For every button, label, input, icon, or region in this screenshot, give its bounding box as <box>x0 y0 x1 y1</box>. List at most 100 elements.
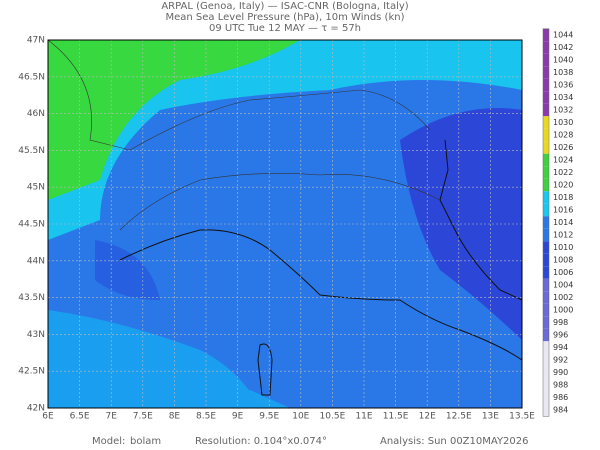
lat-label: 45N <box>27 183 45 193</box>
header-line: ARPAL (Genoa, Italy) — ISAC-CNR (Bologna… <box>161 1 408 12</box>
colorbar-label: 1032 <box>553 106 573 115</box>
colorbar-swatch <box>543 266 549 279</box>
colorbar-label: 986 <box>553 393 568 402</box>
lat-label: 44.5N <box>18 220 45 230</box>
colorbar: 1044 1042 1040 1038 1036 1034 1032 1030 1028 1026… <box>542 28 573 417</box>
lat-label: 42N <box>27 404 45 414</box>
colorbar-label: 1036 <box>553 81 573 90</box>
colorbar-swatch <box>543 303 549 317</box>
colorbar-swatch <box>543 378 549 392</box>
header-line: Mean Sea Level Pressure (hPa), 10m Winds… <box>166 12 405 23</box>
colorbar-label: 1010 <box>553 243 573 252</box>
colorbar-swatch <box>543 203 549 217</box>
colorbar-swatch <box>543 116 549 129</box>
colorbar-label: 1008 <box>553 256 573 265</box>
footer-resolution: Resolution: 0.104°x0.074° <box>195 436 327 447</box>
colorbar-label: 1016 <box>553 206 573 215</box>
colorbar-label: 1028 <box>553 131 573 140</box>
colorbar-swatch <box>543 28 549 42</box>
colorbar-label: 1042 <box>553 43 573 52</box>
island <box>257 343 273 396</box>
colorbar-label: 1044 <box>553 31 573 40</box>
lat-label: 45.5N <box>18 146 45 156</box>
lon-label: 11E <box>355 412 372 422</box>
colorbar-label: 998 <box>553 318 568 327</box>
lon-label: 8.5E <box>196 412 216 422</box>
colorbar-swatch <box>543 353 549 367</box>
colorbar-label: 1000 <box>553 306 573 315</box>
colorbar-label: 1004 <box>553 281 573 290</box>
colorbar-swatch <box>543 103 549 117</box>
footer-model: bolam <box>130 436 161 447</box>
coastline <box>119 229 523 361</box>
map-frame <box>47 39 523 409</box>
lat-label: 46N <box>27 109 45 119</box>
colorbar-swatch <box>543 216 549 229</box>
colorbar-label: 1040 <box>553 56 573 65</box>
colorbar-label: 1002 <box>553 293 573 302</box>
lon-label: 9E <box>232 412 244 422</box>
colorbar-swatch <box>543 241 549 254</box>
lat-label: 46.5N <box>18 72 45 82</box>
colorbar-swatch <box>543 66 549 79</box>
colorbar-label: 1014 <box>553 218 573 227</box>
lon-label: 10E <box>292 412 309 422</box>
lat-label: 42.5N <box>18 367 45 377</box>
lon-label: 9.5E <box>259 412 279 422</box>
colorbar-label: 996 <box>553 331 568 340</box>
border <box>119 173 441 231</box>
colorbar-swatch <box>543 91 549 104</box>
map <box>47 39 523 409</box>
colorbar-swatch <box>543 328 549 342</box>
footer-model-label: Model: <box>92 436 125 447</box>
colorbar-label: 1030 <box>553 118 573 127</box>
colorbar-label: 1034 <box>553 93 573 102</box>
grid <box>48 40 522 408</box>
colorbar-label: 1018 <box>553 193 573 202</box>
lat-label: 47N <box>27 36 45 46</box>
colorbar-label: 1022 <box>553 168 573 177</box>
field-band <box>48 40 522 240</box>
colorbar-swatch <box>543 166 549 179</box>
colorbar-label: 1026 <box>553 143 573 152</box>
colorbar-label: 1012 <box>553 231 573 240</box>
colorbar-swatch <box>543 128 549 142</box>
footer-analysis: Analysis: Sun 00Z10MAY2026 <box>380 436 529 447</box>
lat-label: 44N <box>27 256 45 266</box>
colorbar-swatch <box>543 53 549 67</box>
border <box>47 39 431 151</box>
colorbar-swatch <box>543 366 549 379</box>
colorbar-swatch <box>543 78 549 92</box>
colorbar-swatch <box>543 278 549 292</box>
header-line: 09 UTC Tue 12 MAY — τ = 57h <box>209 23 361 34</box>
colorbar-swatch <box>543 253 549 267</box>
lon-label: 11.5E <box>383 412 409 422</box>
colorbar-label: 994 <box>553 343 568 352</box>
colorbar-swatch <box>543 291 549 304</box>
colorbar-label: 992 <box>553 356 568 365</box>
colorbar-swatch <box>543 41 549 54</box>
lon-label: 8E <box>169 412 181 422</box>
lon-label: 10.5E <box>320 412 346 422</box>
lon-label: 7E <box>105 412 117 422</box>
colorbar-swatch <box>543 141 549 154</box>
colorbar-label: 990 <box>553 368 568 377</box>
colorbar-swatch <box>543 228 549 242</box>
colorbar-label: 984 <box>553 406 568 415</box>
coastline <box>439 139 523 301</box>
lon-label: 13.5E <box>509 412 535 422</box>
colorbar-frame <box>542 28 550 417</box>
lon-label: 7.5E <box>133 412 153 422</box>
lon-label: 6.5E <box>70 412 90 422</box>
lat-label: 43.5N <box>18 293 45 303</box>
colorbar-swatch <box>543 178 549 192</box>
colorbar-swatch <box>543 191 549 204</box>
colorbar-label: 1006 <box>553 268 573 277</box>
lon-label: 6E <box>42 412 54 422</box>
colorbar-label: 1020 <box>553 181 573 190</box>
lon-label: 12E <box>419 412 436 422</box>
lon-label: 13E <box>482 412 499 422</box>
colorbar-label: 988 <box>553 381 568 390</box>
lat-label: 43N <box>27 330 45 340</box>
